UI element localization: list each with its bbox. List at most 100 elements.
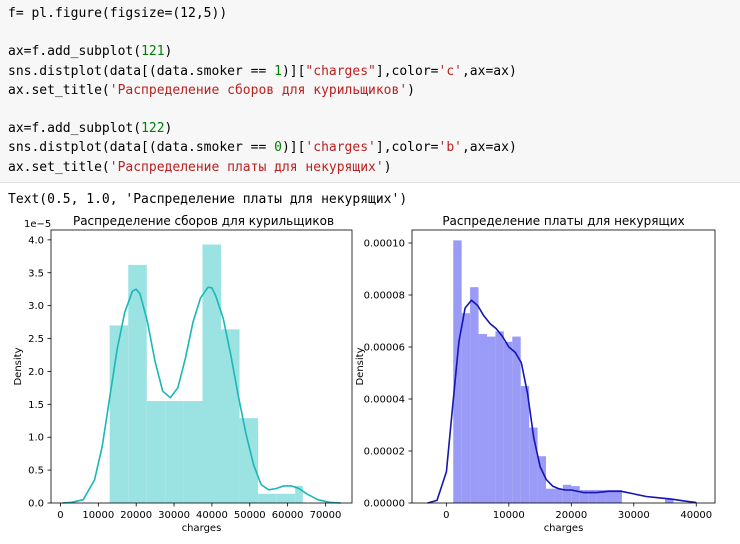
histogram-bar bbox=[562, 484, 572, 503]
histogram-bar bbox=[503, 341, 513, 503]
x-tick-label: 20000 bbox=[555, 510, 587, 521]
kde-line bbox=[427, 299, 697, 504]
x-tick-label: 40000 bbox=[196, 510, 228, 521]
histogram-bar bbox=[109, 325, 129, 503]
x-tick-label: 50000 bbox=[234, 510, 266, 521]
code-token: )][ bbox=[281, 63, 306, 79]
subplot-title: Распределение сборов для курильщиков bbox=[73, 214, 334, 228]
y-axis-label: Density bbox=[13, 347, 24, 385]
histogram-bar bbox=[495, 331, 504, 503]
y-tick-label: 0.00006 bbox=[364, 343, 405, 354]
x-tick-label: 10000 bbox=[493, 510, 525, 521]
histogram-bar bbox=[588, 490, 597, 503]
histogram-bar bbox=[478, 334, 487, 503]
y-tick-label: 2.0 bbox=[28, 367, 44, 378]
histogram-bar bbox=[128, 264, 147, 503]
code-token: 122 bbox=[141, 121, 165, 137]
kde-line bbox=[62, 286, 341, 504]
x-axis-label: charges bbox=[182, 523, 222, 534]
y-tick-label: 3.0 bbox=[28, 301, 44, 312]
histogram-bar bbox=[239, 418, 259, 503]
right-subplot: 0 10000 20000 30000 40000 0.00000 0.00002 0.000… bbox=[355, 214, 716, 534]
code-token: ax=f.add_subplot( bbox=[8, 121, 142, 137]
code-token: ],color= bbox=[375, 63, 439, 79]
y-tick-label: 0.00008 bbox=[364, 291, 405, 302]
histogram-bar bbox=[258, 493, 277, 503]
histogram-bar bbox=[276, 493, 296, 503]
histogram-bar bbox=[295, 485, 303, 503]
y-axis-label: Density bbox=[355, 347, 366, 385]
code-token: ) bbox=[164, 121, 173, 137]
y-tick-label: 0.00000 bbox=[364, 499, 405, 510]
code-line: ax.set_title('Распределение сборов для к… bbox=[8, 81, 740, 100]
histogram-bar bbox=[596, 490, 606, 503]
histogram-bar bbox=[665, 499, 674, 503]
y-tick-label: 2.5 bbox=[28, 334, 44, 345]
histogram-bar bbox=[546, 488, 555, 503]
code-token: )][ bbox=[281, 140, 306, 156]
histogram-bar bbox=[220, 329, 240, 503]
y-tick-label: 3.5 bbox=[28, 268, 44, 279]
code-token: ,ax=ax) bbox=[461, 140, 517, 156]
code-token: f= pl.figure(figsize=(12,5)) bbox=[8, 6, 228, 21]
code-line: f= pl.figure(figsize=(12,5)) bbox=[8, 4, 740, 23]
histogram-bar bbox=[554, 488, 563, 503]
histogram-bar bbox=[470, 287, 479, 503]
code-token: ax=f.add_subplot( bbox=[8, 44, 142, 60]
x-tick-label: 0 bbox=[443, 510, 449, 521]
code-token: 121 bbox=[141, 44, 165, 60]
code-token: ax.set_title( bbox=[8, 82, 110, 98]
y-tick-label: 0.5 bbox=[28, 466, 44, 477]
histogram-bar bbox=[579, 490, 589, 503]
code-token: 'b' bbox=[438, 140, 462, 156]
code-token: ) bbox=[164, 44, 173, 60]
histogram-bar bbox=[202, 244, 221, 503]
x-tick-label: 20000 bbox=[120, 510, 152, 521]
x-axis-label: charges bbox=[544, 523, 584, 534]
code-token: ,ax=ax) bbox=[461, 63, 517, 79]
x-tick-label: 70000 bbox=[310, 510, 342, 521]
histogram-bar bbox=[183, 401, 203, 503]
code-token: sns.distplot(data[(data.smoker == bbox=[8, 140, 275, 156]
y-tick-label: 0.0 bbox=[28, 499, 44, 510]
code-line: ax=f.add_subplot(121) bbox=[8, 42, 740, 61]
code-token: 'c' bbox=[438, 63, 462, 79]
x-tick-label: 10000 bbox=[82, 510, 114, 521]
x-tick-label: 30000 bbox=[158, 510, 190, 521]
code-token: ],color= bbox=[375, 140, 439, 156]
y-tick-label: 1.5 bbox=[28, 400, 44, 411]
code-line: ax=f.add_subplot(122) bbox=[8, 119, 740, 138]
code-token: ) bbox=[407, 82, 415, 98]
code-token: 1 bbox=[274, 63, 282, 79]
y-tick-label: 0.00010 bbox=[364, 239, 405, 250]
code-line: ax.set_title('Распределение платы для не… bbox=[8, 158, 740, 177]
x-tick-label: 30000 bbox=[618, 510, 650, 521]
code-token: ) bbox=[383, 159, 392, 175]
y-tick-label: 1.0 bbox=[28, 433, 44, 444]
y-tick-label: 0.00002 bbox=[364, 447, 405, 458]
code-token: 'charges' bbox=[305, 140, 376, 156]
code-token: "charges" bbox=[305, 63, 376, 79]
histogram-bar bbox=[613, 490, 622, 503]
histogram-bar bbox=[453, 240, 462, 503]
histogram-bar bbox=[520, 386, 530, 503]
code-token: ax.set_title( bbox=[8, 159, 110, 175]
code-line: sns.distplot(data[(data.smoker == 1)]["c… bbox=[8, 62, 740, 81]
histogram-bar bbox=[571, 486, 580, 503]
histogram-bar bbox=[165, 401, 184, 503]
code-cell[interactable]: f= pl.figure(figsize=(12,5)) ax=f.add_sub… bbox=[0, 0, 740, 183]
axes-frame bbox=[50, 229, 353, 504]
code-line: sns.distplot(data[(data.smoker == 0)]['c… bbox=[8, 138, 740, 157]
y-tick-label: 4.0 bbox=[28, 235, 44, 246]
histogram-bar bbox=[461, 313, 471, 503]
histogram-bar bbox=[512, 336, 521, 503]
histogram-bar bbox=[529, 427, 538, 503]
axes-frame bbox=[411, 229, 716, 504]
histogram-bar bbox=[537, 456, 547, 503]
histogram-bar bbox=[486, 336, 496, 503]
x-tick-label: 60000 bbox=[272, 510, 304, 521]
y-tick-label: 0.00004 bbox=[364, 395, 405, 406]
histogram-bar bbox=[605, 490, 614, 503]
code-token: 'Распределение сборов для курильщиков' bbox=[109, 82, 408, 98]
